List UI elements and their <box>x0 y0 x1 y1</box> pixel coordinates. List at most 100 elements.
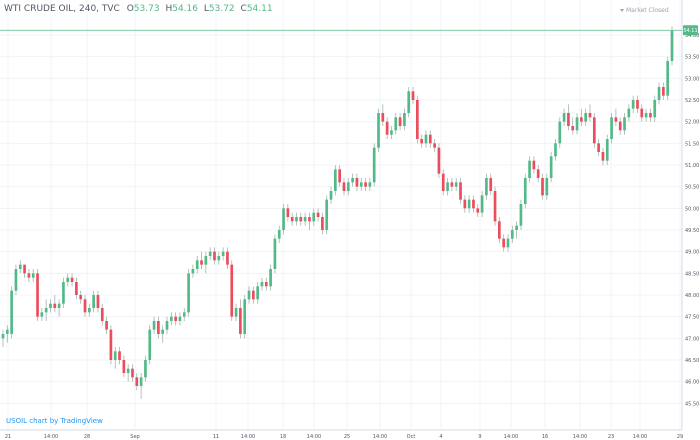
y-tick-label: 45.50 <box>685 401 699 407</box>
candle-body <box>152 321 156 330</box>
candle-body <box>385 121 389 135</box>
candle-body <box>541 178 544 196</box>
candle-body <box>113 351 117 360</box>
x-tick-label: 14:00 <box>373 434 387 440</box>
candle-body <box>454 182 458 187</box>
candle-body <box>243 299 247 334</box>
low-label: L <box>203 4 209 14</box>
attribution-link[interactable]: USOIL chart by TradingView <box>6 417 103 425</box>
candle-body <box>480 195 484 213</box>
x-tick-label: 23 <box>608 434 614 440</box>
candle-body <box>118 351 121 360</box>
candle-body <box>286 208 290 217</box>
candle-body <box>420 139 424 144</box>
x-tick-label: 4 <box>439 434 442 440</box>
candle-body <box>165 321 169 330</box>
candle-body <box>79 295 83 300</box>
x-tick-label: 16 <box>542 434 548 440</box>
candle-body <box>62 282 65 304</box>
candle-body <box>601 152 605 161</box>
x-tick-label: 25 <box>344 434 350 440</box>
low-value: 53.72 <box>208 4 235 14</box>
candle-body <box>87 308 91 313</box>
x-tick-label: Sep <box>130 434 139 440</box>
candle-body <box>226 251 229 265</box>
candle-body <box>83 299 87 313</box>
candle-body <box>580 117 583 122</box>
y-tick-label: 53.00 <box>685 76 699 82</box>
y-tick-label: 50.00 <box>685 206 699 212</box>
candle-body <box>502 238 506 248</box>
x-tick-label: 14:00 <box>633 434 647 440</box>
candle-body <box>351 178 354 183</box>
candle-body <box>256 286 259 300</box>
candle-body <box>536 169 540 178</box>
market-status-label: Market Closed <box>626 7 669 14</box>
candle-body <box>75 282 78 295</box>
x-tick-label: 29 <box>677 434 683 440</box>
candle-body <box>523 178 527 204</box>
candle-body <box>649 113 652 118</box>
candle-body <box>105 321 108 330</box>
y-tick-label: 54.00 <box>685 33 699 39</box>
high-value: 54.16 <box>172 4 198 14</box>
candle-body <box>390 130 393 135</box>
x-tick-label: 14:00 <box>573 434 587 440</box>
x-tick-label: 21 <box>5 434 11 440</box>
candle-body <box>584 113 588 122</box>
y-tick-label: 53.50 <box>685 55 699 61</box>
candle-body <box>122 360 126 373</box>
candle-body <box>403 113 406 126</box>
candle-body <box>1 334 5 339</box>
candle-body <box>316 212 320 217</box>
candle-body <box>295 217 298 222</box>
candle-body <box>381 113 385 122</box>
y-tick-label: 52.50 <box>685 98 699 104</box>
candle-body <box>437 147 441 174</box>
candle-body <box>588 113 592 118</box>
candle-body <box>204 256 208 265</box>
candle-body <box>5 329 9 334</box>
candle-body <box>562 113 566 122</box>
candle-body <box>321 217 324 230</box>
candle-body <box>182 312 186 317</box>
candle-body <box>510 230 514 239</box>
candle-body <box>187 273 190 313</box>
candle-body <box>126 368 130 373</box>
candle-body <box>493 191 497 222</box>
candle-body <box>49 303 52 308</box>
last-price-badge <box>683 25 698 36</box>
close-label: C <box>240 4 247 14</box>
candle-body <box>247 290 251 300</box>
y-tick-label: 48.00 <box>685 293 699 299</box>
candle-body <box>627 108 631 118</box>
candle-body <box>208 251 212 256</box>
y-tick-label: 46.00 <box>685 380 699 386</box>
market-status-icon <box>620 9 624 12</box>
candle-body <box>394 117 398 131</box>
candle-body <box>433 143 436 148</box>
candle-body <box>329 191 333 200</box>
candle-body <box>416 100 419 139</box>
x-tick-label: 14:00 <box>307 434 321 440</box>
market-status: Market Closed <box>620 7 669 14</box>
candle-body <box>554 143 557 157</box>
x-tick-label: 28 <box>84 434 90 440</box>
y-tick-label: 47.00 <box>685 336 699 342</box>
candle-body <box>631 100 635 109</box>
candle-body <box>96 295 100 308</box>
candle-body <box>519 204 523 226</box>
candle-body <box>264 282 268 287</box>
attribution-text: USOIL chart by TradingView <box>6 417 103 425</box>
candle-body <box>200 260 203 265</box>
candle-body <box>269 269 272 287</box>
candle-body <box>230 264 234 317</box>
candle-body <box>221 251 225 256</box>
candle-body <box>36 273 39 317</box>
candle-body <box>653 100 657 118</box>
candle-body <box>18 264 22 269</box>
candle-body <box>174 316 177 321</box>
candle-body <box>338 169 341 183</box>
